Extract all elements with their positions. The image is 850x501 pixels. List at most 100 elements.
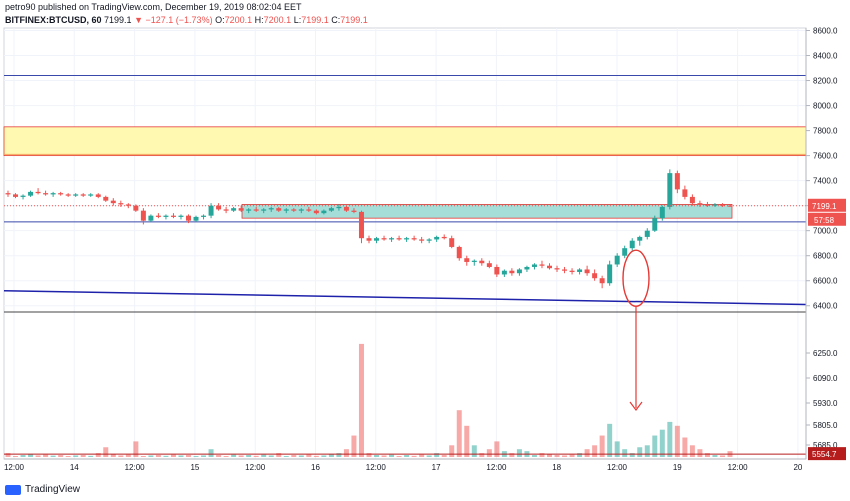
volume-bar [381, 455, 387, 457]
candle-body [569, 270, 575, 272]
volume-bar [712, 455, 718, 457]
volume-bar [268, 455, 274, 457]
candle-body [682, 189, 688, 197]
volume-bar [577, 453, 583, 457]
volume-bar [80, 455, 86, 457]
volume-bar [193, 456, 199, 457]
candle-body [547, 265, 552, 269]
volume-bar [637, 447, 643, 457]
volume-bar [569, 454, 575, 457]
candle-body [321, 210, 327, 214]
tradingview-branding[interactable]: TradingView [5, 484, 80, 495]
volume-bar [50, 455, 56, 457]
candle-body [464, 258, 470, 262]
candle-body [65, 194, 71, 196]
countdown-tag [808, 212, 846, 226]
candle-body [494, 266, 500, 275]
candle-body [28, 191, 34, 196]
candle-body [313, 210, 319, 214]
volume-bar [28, 454, 34, 457]
volume-bar [719, 455, 725, 457]
volume-bar [674, 425, 680, 457]
candle-body [13, 194, 19, 197]
volume-bar [599, 435, 605, 457]
candle-body [80, 194, 86, 196]
volume-bar [629, 453, 635, 457]
volume-bar [486, 449, 492, 457]
tradingview-logo-icon [5, 484, 21, 495]
candle-body [343, 206, 349, 211]
symbol-info: BITFINEX:BTCUSD, 60 7199.1 ▼ −127.1 (−1.… [5, 15, 368, 25]
price-tick-label: 8400.0 [813, 52, 838, 61]
price-tick-label: 6600.0 [813, 277, 838, 286]
volume-bar [186, 455, 191, 457]
candle-body [246, 209, 252, 211]
candle-body [501, 270, 507, 275]
candle-body [599, 278, 605, 284]
candle-body [133, 205, 139, 211]
price-tick-label: 7800.0 [813, 127, 838, 136]
candle-body [73, 194, 79, 196]
candle-body [667, 173, 673, 207]
volume-bar [374, 455, 380, 457]
volume-bar [208, 449, 214, 457]
volume-bar [298, 455, 304, 457]
publisher-line: petro90 published on TradingView.com, De… [5, 2, 302, 12]
time-tick-label: 12:00 [607, 463, 628, 472]
volume-bar [644, 445, 650, 457]
volume-bar [283, 456, 289, 457]
last-price: 7199.1 [104, 15, 132, 25]
candle-body [103, 196, 109, 201]
volume-bar [704, 453, 710, 457]
volume-bar [216, 455, 222, 457]
volume-bar [411, 455, 417, 457]
volume-bar [426, 455, 432, 457]
candle-body [306, 209, 312, 211]
candle-body [298, 209, 304, 211]
candle-body [554, 268, 560, 270]
candle-body [674, 173, 680, 190]
candle-body [95, 194, 101, 197]
volume-bar [539, 453, 545, 457]
candle-body [486, 263, 492, 267]
volume-bar [133, 441, 139, 457]
volume-tick-label: 5685.0 [813, 441, 838, 450]
time-tick-label: 12:00 [125, 463, 146, 472]
tradingview-label: TradingView [25, 484, 81, 495]
candle-body [193, 216, 199, 221]
high-label: H: [254, 15, 264, 25]
candle-body [531, 264, 537, 267]
volume-bar [35, 455, 41, 457]
volume-bar [170, 454, 176, 457]
candle-body [231, 208, 237, 211]
volume-bar [358, 343, 364, 457]
countdown-label: 57:58 [814, 216, 835, 225]
volume-bar [389, 454, 395, 457]
symbol-label: BITFINEX:BTCUSD, 60 [5, 15, 102, 25]
volume-bar [163, 455, 169, 457]
volume-bar [118, 455, 124, 457]
consolidation-zone [241, 204, 733, 219]
volume-bar [667, 421, 673, 457]
candle-body [208, 205, 214, 216]
candle-body [584, 269, 590, 274]
candle-body [622, 248, 628, 256]
volume-bar [306, 454, 312, 457]
candle-body [712, 204, 718, 206]
volume-bar [336, 453, 342, 457]
candle-body [524, 266, 530, 270]
volume-bar [494, 441, 500, 457]
volume-bar [103, 447, 109, 457]
price-change: −127.1 (−1.73%) [145, 15, 213, 25]
candle-body [291, 209, 297, 211]
candle-body [719, 204, 725, 206]
candle-body [419, 239, 425, 241]
volume-bar [231, 454, 237, 457]
volume-bar [434, 453, 440, 457]
volume-bar [404, 455, 410, 457]
volume-bar [20, 455, 26, 457]
candle-body [411, 238, 417, 240]
candle-body [276, 208, 282, 211]
time-tick-label: 16 [311, 463, 320, 472]
